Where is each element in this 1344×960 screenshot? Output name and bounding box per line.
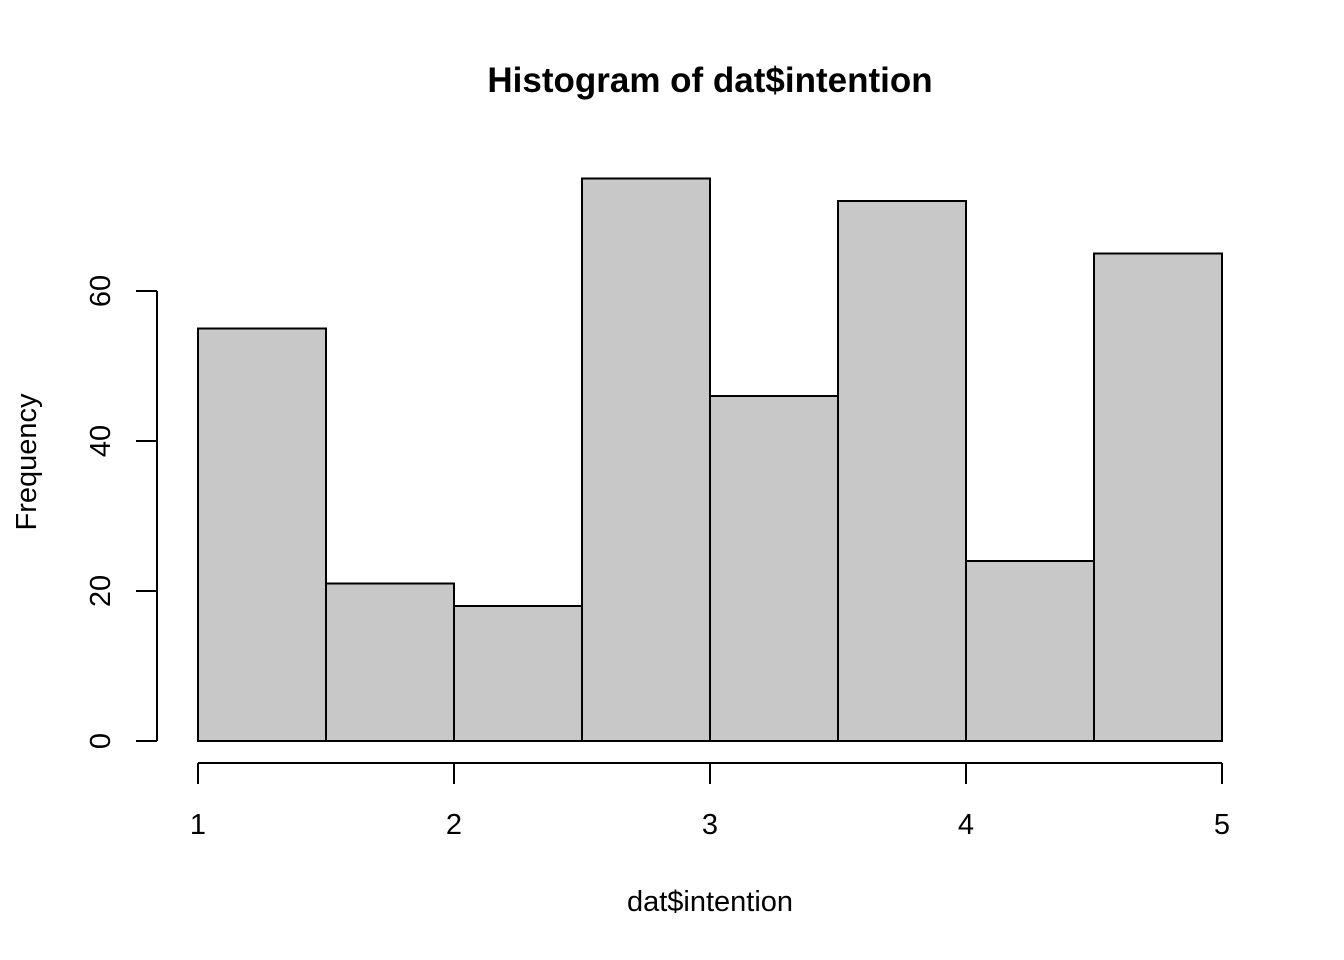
x-tick-label: 3 [702,809,718,841]
histogram-bar [709,395,839,742]
x-axis-label: dat$intention [627,886,793,918]
x-axis: 1 2 3 4 5 [190,762,1230,841]
y-tick-label: 40 [85,425,117,457]
y-tick-label: 60 [85,275,117,307]
histogram-bar [581,177,711,742]
y-axis: 0 20 40 60 [85,275,158,749]
y-axis-label: Frequency [11,393,43,531]
bars-group [197,177,1223,742]
x-tick-label: 5 [1214,809,1230,841]
x-tick-label: 1 [190,809,206,841]
x-tick-label: 4 [958,809,974,841]
histogram-bar [837,200,967,742]
histogram-bar [1093,252,1223,742]
histogram-bar [453,605,583,742]
chart-title: Histogram of dat$intention [487,61,932,100]
histogram-bar [325,582,455,742]
histogram-bar [197,327,327,742]
y-tick-label: 0 [85,733,117,749]
y-tick-label: 20 [85,575,117,607]
histogram-bar [965,560,1095,742]
x-tick-label: 2 [446,809,462,841]
